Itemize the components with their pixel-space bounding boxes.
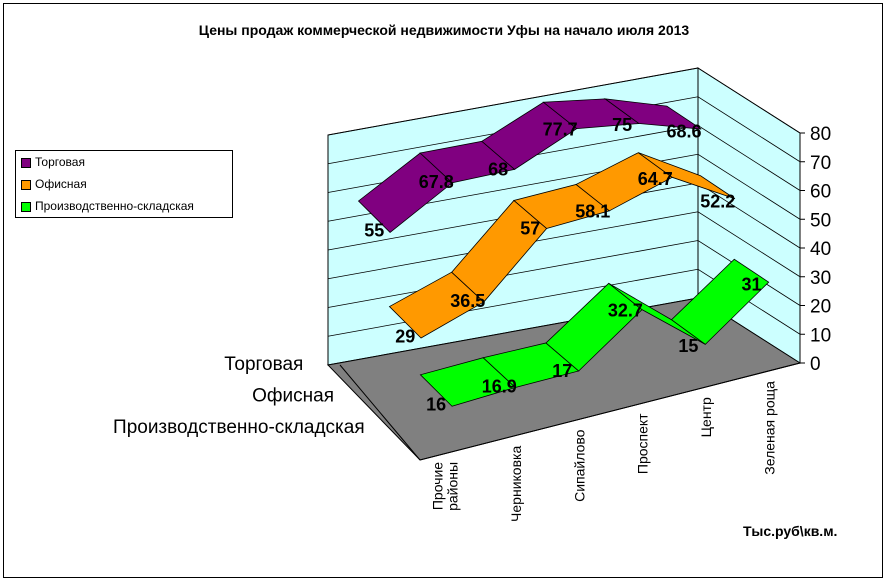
- y-tick-label: 10: [810, 325, 831, 346]
- data-label: 15: [678, 336, 698, 356]
- data-label: 68.6: [667, 122, 702, 142]
- data-label: 68: [488, 159, 508, 179]
- x-tick-label-group: Черниковка: [508, 446, 524, 522]
- data-label: 75: [612, 115, 632, 135]
- depth-label: Торговая: [224, 354, 303, 375]
- x-tick-label-group: Центр: [698, 397, 714, 437]
- chart-title: Цены продаж коммерческой недвижимости Уф…: [198, 22, 690, 38]
- depth-axis-line: [339, 364, 421, 461]
- y-tick-label: 60: [810, 182, 831, 203]
- legend-swatch: [21, 179, 31, 190]
- x-tick-label: районы: [445, 462, 461, 511]
- legend-swatch: [21, 201, 31, 212]
- x-tick-label: Сипайлово: [571, 429, 587, 502]
- data-label: 64.7: [638, 169, 673, 189]
- x-tick-label-group: Прочие районы: [430, 462, 461, 511]
- depth-axis-labels: Торговая Офисная Производственно-складская: [113, 354, 421, 461]
- y-tick-label: 20: [810, 297, 831, 318]
- data-label: 16.9: [482, 377, 517, 397]
- ribbon-segment: [638, 152, 736, 200]
- gridline: [327, 96, 801, 165]
- data-label: 32.7: [608, 300, 643, 320]
- ribbon-segment: [670, 258, 770, 345]
- legend-swatch: [21, 157, 31, 168]
- legend: Торговая Офисная Производственно-складск…: [15, 150, 233, 218]
- y-tick-label: 40: [810, 239, 831, 260]
- legend-label: Производственно-складская: [35, 199, 194, 213]
- units-label: Тыс.руб\кв.м.: [743, 523, 838, 539]
- y-tick-label: 30: [810, 268, 831, 289]
- data-label: 16: [426, 395, 446, 415]
- data-label: 29: [395, 326, 415, 346]
- depth-label: Офисная: [252, 386, 334, 407]
- legend-item-industrial: Производственно-складская: [21, 198, 194, 214]
- legend-item-trade: Торговая: [21, 154, 85, 170]
- x-tick-label: Проспект: [635, 413, 651, 474]
- data-label: 52.2: [700, 191, 735, 211]
- depth-label: Производственно-складская: [113, 417, 365, 438]
- data-label: 77.7: [543, 119, 578, 139]
- y-tick-label: 50: [810, 210, 831, 231]
- y-tick-label: 80: [810, 124, 831, 145]
- data-label: 58.1: [575, 202, 610, 222]
- x-tick-label: Центр: [698, 397, 714, 437]
- data-label: 55: [364, 221, 384, 241]
- x-tick-label-group: Зеленая роща: [761, 381, 777, 475]
- series-ribbons: [357, 98, 770, 407]
- x-axis-line: [419, 362, 801, 461]
- legend-label: Торговая: [35, 155, 85, 169]
- gridline: [327, 153, 801, 222]
- gridline: [327, 211, 801, 280]
- x-tick-label-group: Проспект: [635, 413, 651, 474]
- data-label: 36.5: [450, 291, 485, 311]
- y-tick-label: 0: [810, 354, 821, 375]
- x-tick-label: Зеленая роща: [761, 381, 777, 475]
- gridline: [327, 67, 801, 136]
- legend-item-office: Офисная: [21, 176, 87, 192]
- x-axis-labels: Прочие районы Черниковка Сипайлово Проспект Ц…: [419, 362, 801, 522]
- data-label: 31: [741, 275, 761, 295]
- y-tick-label: 70: [810, 153, 831, 174]
- data-label: 67.8: [419, 172, 454, 192]
- data-label: 17: [552, 361, 572, 381]
- chart-frame: [3, 3, 883, 578]
- data-labels: 55 67.8 68 77.7 75 68.6 29 36.5 57 58.1 64.7 52.2 16…: [364, 115, 761, 414]
- data-label: 57: [520, 218, 540, 238]
- legend-label: Офисная: [35, 177, 87, 191]
- x-tick-label-group: Сипайлово: [571, 429, 587, 502]
- y-axis: 0 10 20 30 40 50 60 70 80: [799, 124, 831, 375]
- x-tick-label: Черниковка: [508, 446, 524, 522]
- ribbon-segment: [603, 98, 702, 130]
- x-tick-label: Прочие: [430, 462, 446, 510]
